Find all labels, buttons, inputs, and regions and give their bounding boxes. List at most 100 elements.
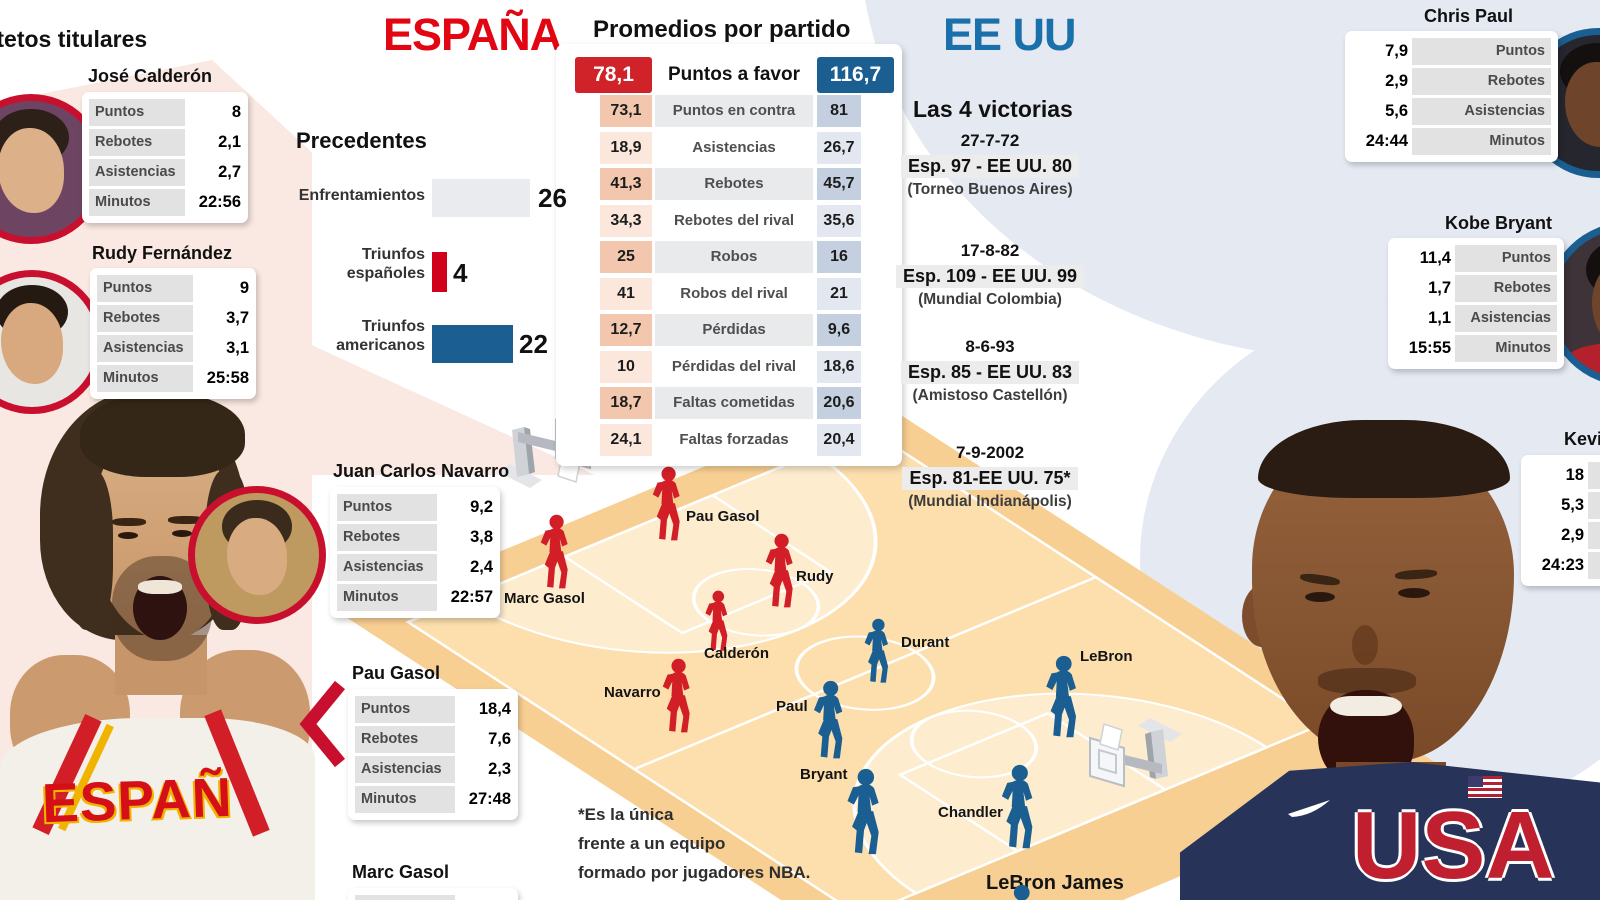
precedentes-label: Triunfos americanos — [336, 318, 425, 354]
victory-date: 8-6-93 — [965, 337, 1015, 356]
usa-flag-patch — [1468, 776, 1502, 798]
court-player-label: Bryant — [800, 766, 848, 783]
victory-item: 17-8-82 Esp. 109 - EE UU. 99 (Mundial Colo… — [878, 241, 1102, 309]
victory-score: Esp. 81-EE UU. 75* — [902, 467, 1078, 490]
stat-row — [355, 895, 511, 900]
stat-row: Rebotes 3,7 — [97, 305, 249, 332]
court-player-figure — [662, 658, 690, 733]
stat-label: Rebotes — [355, 726, 455, 753]
stat-row: Minutos 25:58 — [97, 365, 249, 392]
player-stats-rudy: Puntos 9 Rebotes 3,7 Asistencias 3,1 Minutos 25… — [90, 268, 256, 399]
stat-label: Asistencias — [337, 554, 437, 581]
player-stats-marc — [348, 888, 518, 900]
footnote-line: frente a un equipo — [578, 834, 726, 853]
avg-usa-value: 45,7 — [817, 168, 861, 200]
court-player-label: Durant — [901, 634, 950, 651]
stat-label: Minutos — [337, 584, 437, 611]
player-stats-kobe: 11,4 Puntos 1,7 Rebotes 1,1 Asistencias 15:55 M… — [1388, 238, 1564, 369]
player-name-cpaul: Chris Paul — [1424, 6, 1514, 26]
stat-value: 27:48 — [468, 790, 511, 808]
avg-spain-value: 24,1 — [600, 423, 652, 456]
stat-value: 3,1 — [226, 339, 249, 357]
avg-usa-value: 20,6 — [817, 387, 861, 419]
title-promedios: Promedios por partido — [593, 16, 851, 43]
stat-row: 1,7 Rebotes — [1395, 275, 1557, 302]
stat-value: 22:57 — [450, 588, 493, 606]
stat-value: 25:58 — [206, 369, 249, 387]
stat-label: Minutos — [97, 365, 193, 392]
pau-gasol-photo: ESPAÑ — [0, 360, 315, 900]
stat-value: 18,4 — [478, 700, 511, 718]
player-photo-navarro — [188, 486, 326, 624]
court-player-figure — [1046, 655, 1076, 738]
hair-top — [80, 392, 245, 477]
stat-label: Puntos — [1455, 245, 1557, 272]
precedentes-bar — [432, 252, 447, 292]
hair-cap — [1258, 420, 1510, 498]
usa-points-header: 116,7 — [817, 57, 894, 93]
precedentes-value: 22 — [519, 329, 548, 359]
title-eeuu: EE UU — [943, 9, 1077, 60]
stat-value: 2,7 — [218, 163, 241, 181]
title-espana: ESPAÑA — [383, 9, 562, 60]
stat-row: 18 Puntos — [1528, 462, 1600, 489]
player-stats-pau: Puntos 18,4 Rebotes 7,6 Asistencias 2,3 Minuto… — [348, 689, 518, 820]
precedentes-bar — [432, 179, 530, 217]
victory-score: Esp. 85 - EE UU. 83 — [900, 361, 1080, 384]
stat-row: 24:44 Minutos — [1352, 128, 1551, 155]
avg-usa-value: 26,7 — [817, 131, 861, 164]
victory-venue: (Mundial Indianápolis) — [908, 493, 1072, 510]
open-mouth — [133, 576, 187, 640]
stat-label: Asistencias — [1455, 305, 1557, 332]
avg-row-label: Rebotes — [655, 168, 813, 200]
title-victorias: Las 4 victorias — [913, 96, 1073, 122]
precedentes-label: Triunfos españoles — [346, 246, 425, 282]
court-player-figure — [847, 768, 879, 855]
court-player-figure — [705, 590, 728, 651]
stat-value: 7,6 — [488, 730, 511, 748]
victory-score: Esp. 109 - EE UU. 99 — [895, 265, 1085, 288]
header-label: Puntos a favor — [668, 64, 800, 85]
stat-label: Puntos — [1412, 38, 1551, 65]
court-player-figure — [1004, 884, 1034, 900]
avg-usa-value: 21 — [817, 277, 861, 310]
page-title-left: Quintetos titulares — [0, 26, 148, 52]
mustache — [1318, 668, 1416, 694]
stat-value: 8 — [231, 103, 241, 121]
stat-label: Asistencias — [89, 159, 185, 186]
side-hair-left — [68, 470, 113, 630]
court-player-figure — [1001, 764, 1033, 849]
stat-value: 22:56 — [198, 193, 241, 211]
stat-label: Asistencias — [97, 335, 193, 362]
player-name-marc: Marc Gasol — [352, 862, 450, 882]
victory-date: 17-8-82 — [960, 241, 1020, 260]
stat-label: Minutos — [355, 786, 455, 813]
stat-value: 11,4 — [1419, 249, 1451, 267]
victory-date: 27-7-72 — [960, 131, 1020, 150]
stat-label: Asistencias — [1412, 98, 1551, 125]
stat-value: 24:23 — [1541, 556, 1584, 574]
avg-row-label: Rebotes del rival — [655, 204, 813, 237]
victory-venue: (Amistoso Castellón) — [912, 387, 1068, 404]
avg-row-label: Robos del rival — [655, 277, 813, 310]
stat-value: 3,7 — [226, 309, 249, 327]
court-player-label: LeBron — [1080, 648, 1133, 665]
stat-label: Minutos — [1588, 552, 1600, 579]
player-name-pau: Pau Gasol — [352, 663, 441, 683]
court-player-label: Paul — [776, 698, 808, 715]
eye-left — [1305, 592, 1335, 602]
court-player-figure — [765, 533, 793, 608]
avg-row-label: Faltas forzadas — [655, 423, 813, 456]
stat-value: 2,1 — [218, 133, 241, 151]
court-player-label: Pau Gasol — [686, 508, 760, 525]
precedentes-value: 26 — [538, 183, 567, 213]
stat-label: Puntos — [337, 494, 437, 521]
photo-face — [0, 303, 64, 384]
stat-value: 9,2 — [470, 498, 493, 516]
avg-spain-value: 34,3 — [600, 204, 652, 237]
player-stats-cpaul: 7,9 Puntos 2,9 Rebotes 5,6 Asistencias 24:44 Mi… — [1345, 31, 1558, 162]
avg-usa-value: 18,6 — [817, 350, 861, 383]
stat-row: Rebotes 7,6 — [355, 726, 511, 753]
stat-label: Puntos — [1588, 462, 1600, 489]
